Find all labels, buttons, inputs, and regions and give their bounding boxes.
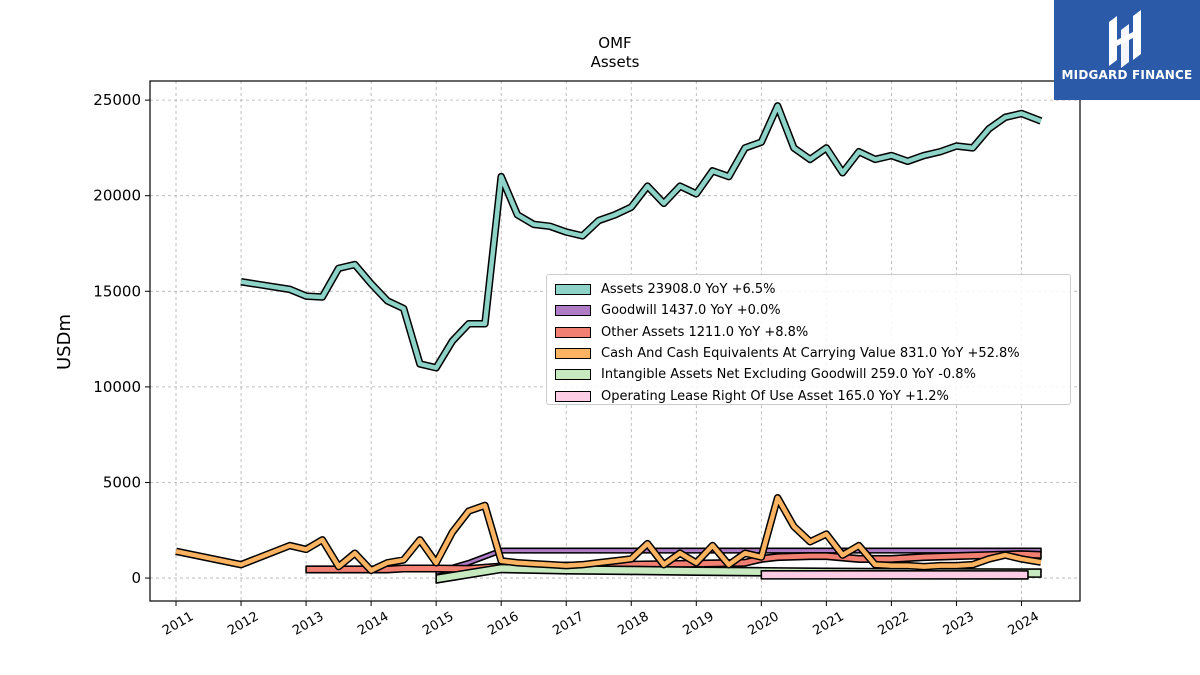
legend-swatch [555, 284, 591, 296]
chart-legend: Assets 23908.0 YoY +6.5% Goodwill 1437.0 … [546, 274, 1071, 405]
legend-label: Other Assets 1211.0 YoY +8.8% [601, 324, 809, 340]
y-tick-label: 20000 [93, 187, 141, 205]
legend-item: Assets 23908.0 YoY +6.5% [555, 279, 1062, 300]
y-tick-label: 25000 [93, 91, 141, 109]
series-line [175, 495, 1042, 573]
legend-label: Assets 23908.0 YoY +6.5% [601, 282, 776, 298]
series-band [760, 569, 1029, 580]
x-tick-label: 2023 [941, 609, 977, 639]
legend-item: Other Assets 1211.0 YoY +8.8% [555, 322, 1062, 343]
legend-label: Operating Lease Right Of Use Asset 165.0… [601, 388, 949, 404]
brand-logo: MIDGARD FINANCE [1054, 0, 1200, 100]
x-tick-label: 2013 [290, 609, 326, 639]
plot-frame [149, 80, 1081, 602]
y-axis-label: USDm [54, 314, 75, 370]
x-tick-label: 2015 [420, 609, 456, 639]
series-operating-lease-right-of-use-asset [760, 569, 1029, 580]
legend-label: Goodwill 1437.0 YoY +0.0% [601, 303, 781, 319]
legend-swatch [555, 305, 591, 317]
x-tick-label: 2017 [550, 609, 586, 639]
x-tick-label: 2018 [615, 609, 651, 639]
legend-swatch [555, 326, 591, 338]
x-tick-label: 2016 [485, 609, 521, 639]
x-tick-label: 2024 [1006, 609, 1042, 639]
y-tick-label: 10000 [93, 378, 141, 396]
midgard-logo-icon [1109, 10, 1141, 68]
legend-swatch [555, 369, 591, 381]
series-layer [175, 102, 1043, 584]
series-cash-and-cash-equivalents-at-carrying-value [175, 494, 1042, 575]
chart-subtitle: Assets [591, 53, 640, 71]
x-tick-label: 2022 [876, 609, 912, 639]
legend-swatch [555, 390, 591, 402]
legend-swatch [555, 348, 591, 360]
x-tick-label: 2014 [355, 609, 391, 639]
x-tick-label: 2020 [745, 609, 781, 639]
series-assets [240, 102, 1043, 372]
y-tick-label: 0 [131, 569, 141, 587]
x-tick-label: 2012 [225, 609, 261, 639]
y-tick-label: 5000 [103, 473, 141, 491]
legend-label: Cash And Cash Equivalents At Carrying Va… [601, 346, 1020, 362]
logo-text: MIDGARD FINANCE [1061, 68, 1193, 82]
series-line [240, 103, 1042, 371]
legend-item: Operating Lease Right Of Use Asset 165.0… [555, 385, 1062, 406]
chart-title: OMF [598, 34, 631, 52]
legend-label: Intangible Assets Net Excluding Goodwill… [601, 367, 976, 383]
legend-item: Goodwill 1437.0 YoY +0.0% [555, 300, 1062, 321]
x-tick-label: 2011 [160, 609, 196, 639]
y-tick-label: 15000 [93, 282, 141, 300]
x-tick-label: 2021 [811, 609, 847, 639]
x-tick-label: 2019 [680, 609, 716, 639]
legend-item: Cash And Cash Equivalents At Carrying Va… [555, 343, 1062, 364]
legend-item: Intangible Assets Net Excluding Goodwill… [555, 364, 1062, 385]
